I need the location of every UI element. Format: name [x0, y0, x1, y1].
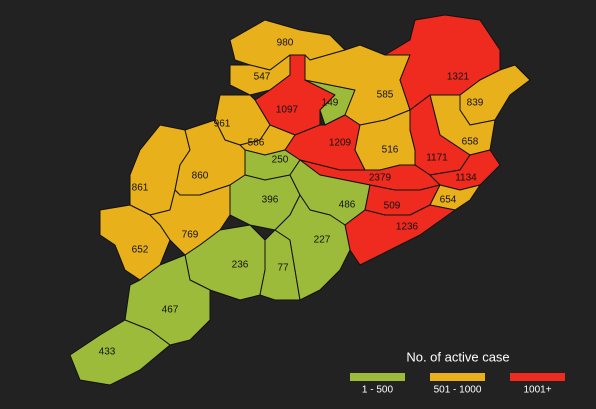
district	[69, 319, 171, 386]
district-value: 860	[192, 171, 209, 182]
district-value: 227	[314, 235, 331, 246]
district-value: 467	[162, 305, 179, 316]
district-value: 654	[440, 195, 457, 206]
district-value: 486	[339, 200, 356, 211]
district-value: 509	[384, 201, 401, 212]
regions: 980 547 1097 149 585 1321 839 961 586 1209 516 658 2…	[69, 14, 531, 386]
district-value: 769	[182, 230, 199, 241]
district-value: 547	[254, 72, 271, 83]
district-value: 250	[272, 155, 289, 166]
district-value: 980	[277, 38, 294, 49]
legend-title: No. of active case	[406, 349, 509, 364]
district-value: 396	[262, 195, 279, 206]
district-value: 2379	[369, 173, 392, 184]
district-value: 1321	[447, 72, 470, 83]
district-value: 961	[214, 119, 231, 130]
legend-label: 501 - 1000	[434, 385, 482, 396]
district-value: 149	[322, 98, 339, 109]
district-value: 516	[382, 145, 399, 156]
district-value: 236	[232, 260, 249, 271]
district-value: 839	[467, 98, 484, 109]
district-value: 1209	[329, 138, 352, 149]
district-value: 585	[377, 90, 394, 101]
district-value: 586	[248, 138, 265, 149]
district	[344, 204, 456, 266]
district-value: 1171	[426, 153, 448, 164]
district-value: 861	[132, 183, 149, 194]
district-value: 433	[99, 347, 116, 358]
legend-swatch	[350, 373, 405, 381]
legend-label: 1 - 500	[362, 385, 394, 396]
district-value: 652	[132, 245, 149, 256]
district-value: 77	[277, 263, 289, 274]
district-value: 658	[462, 137, 479, 148]
district-value: 1236	[396, 222, 419, 233]
district-value: 1134	[455, 173, 477, 184]
district-value: 1097	[276, 105, 299, 116]
legend-swatch	[510, 373, 565, 381]
legend-label: 1001+	[523, 385, 551, 396]
district	[274, 194, 351, 301]
legend-swatch	[430, 373, 485, 381]
